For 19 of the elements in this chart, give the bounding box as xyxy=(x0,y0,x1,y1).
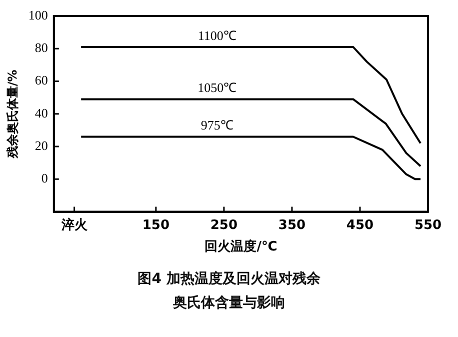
x-tick-label: 450 xyxy=(346,218,374,233)
y-axis-title: 残余奥氏体量/% xyxy=(5,70,20,160)
x-tick-label: 淬火 xyxy=(60,216,88,233)
x-tick-label: 150 xyxy=(142,218,170,233)
y-tick-label: 100 xyxy=(28,7,48,22)
x-tick-label: 350 xyxy=(278,218,306,233)
x-tick-label: 250 xyxy=(210,218,238,233)
x-tick-label: 550 xyxy=(414,218,442,233)
y-tick-label: 60 xyxy=(34,72,48,88)
series-label: 1100℃ xyxy=(198,28,236,43)
text: 奥氏体含量与影响 xyxy=(172,294,286,313)
y-tick-label: 20 xyxy=(34,138,48,153)
caption: 图4 加热温度及回火温对残余 xyxy=(136,270,322,289)
series-label: 975℃ xyxy=(200,118,234,133)
y-tick-label: 0 xyxy=(41,170,48,186)
y-tick-label: 80 xyxy=(34,40,48,56)
y-tick-label: 40 xyxy=(34,105,48,120)
series-label: 1050℃ xyxy=(198,80,237,96)
x-axis-title: 回火温度/℃ xyxy=(204,238,278,255)
